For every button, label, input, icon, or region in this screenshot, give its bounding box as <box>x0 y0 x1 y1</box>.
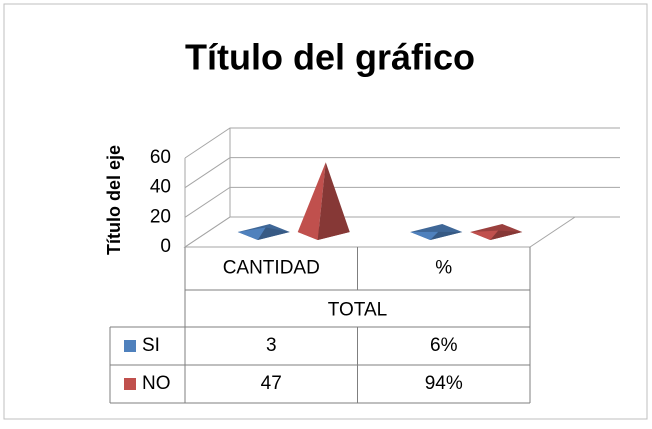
y-tick-label: 40 <box>150 177 171 198</box>
y-tick-label: 0 <box>160 236 171 257</box>
grid-line <box>184 127 620 159</box>
pyramid <box>237 224 290 240</box>
pyramid-face <box>410 231 439 240</box>
pyramid-face <box>257 227 290 240</box>
pyramid-face <box>237 227 266 240</box>
group-label: TOTAL <box>328 300 387 321</box>
legend-key <box>124 378 136 390</box>
x-tick-label: CANTIDAD <box>223 258 320 279</box>
chart-title: Título del gráfico <box>185 37 475 78</box>
data-label: 6% <box>430 335 458 356</box>
pyramid <box>470 224 523 240</box>
pyramid <box>297 162 350 240</box>
pyramid-face <box>297 162 326 240</box>
data-label: 94% <box>425 373 463 394</box>
legend-label: NO <box>142 373 171 394</box>
pyramid-face <box>470 230 499 240</box>
pyramid-face <box>490 230 523 240</box>
pyramid-face <box>430 231 463 240</box>
legend-label: SI <box>142 335 160 356</box>
legend-key <box>124 340 136 352</box>
y-tick-label: 20 <box>150 206 171 227</box>
grid-line <box>184 186 620 218</box>
data-label: 3 <box>266 335 277 356</box>
grid-line <box>184 216 620 248</box>
data-label: 47 <box>261 373 282 394</box>
pyramid <box>410 224 463 240</box>
x-tick-label: % <box>435 258 452 279</box>
y-tick-label: 60 <box>150 147 171 168</box>
grid-line <box>184 157 620 189</box>
y-axis-title: Título del eje <box>104 145 124 255</box>
pyramid-face <box>317 162 350 240</box>
